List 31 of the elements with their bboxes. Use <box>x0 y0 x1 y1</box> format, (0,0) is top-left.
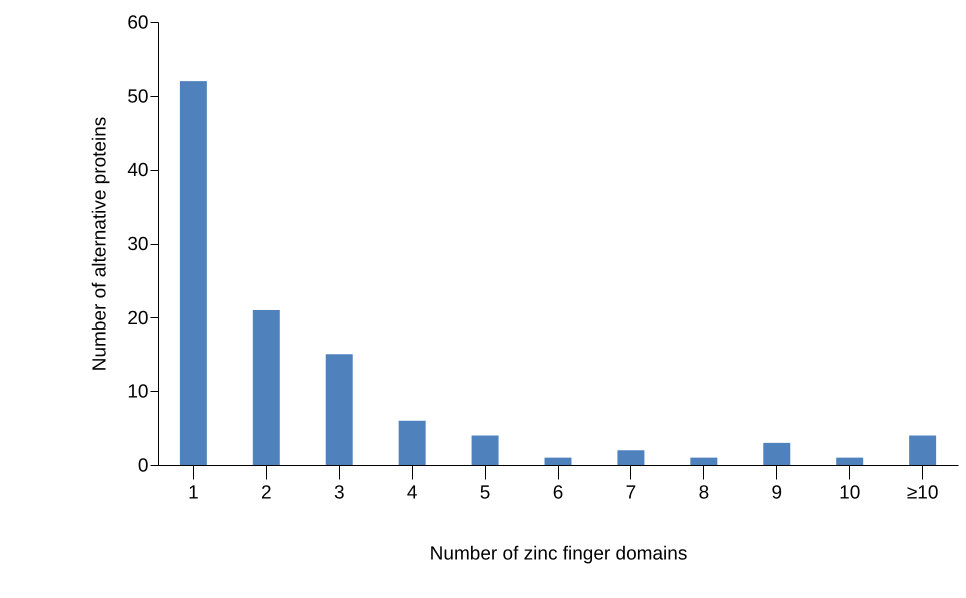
x-tick-label: 10 <box>839 482 860 504</box>
x-tick-label: 1 <box>188 482 199 504</box>
y-tick-label: 0 <box>138 456 148 476</box>
y-tick-label: 50 <box>127 86 148 108</box>
y-tick-label: 60 <box>127 12 148 34</box>
y-tick-label: 30 <box>127 234 148 255</box>
x-tick-label: 8 <box>698 482 710 504</box>
bar <box>326 354 353 465</box>
bar <box>398 420 426 465</box>
x-tick-label: 2 <box>261 482 272 504</box>
bar <box>690 458 718 465</box>
bar <box>180 81 207 465</box>
bar <box>836 458 864 465</box>
bar <box>544 458 572 465</box>
x-tick-label: 7 <box>626 482 636 504</box>
x-tick-label: 9 <box>771 482 782 504</box>
x-tick-label: 6 <box>552 482 564 504</box>
x-tick-label: 4 <box>406 482 418 504</box>
x-tick-label: 3 <box>334 482 345 504</box>
y-axis-title: Number of alternative proteins <box>89 116 110 372</box>
x-tick-label: ≥10 <box>906 482 938 504</box>
x-axis-title: Number of zinc finger domains <box>430 544 688 564</box>
bar <box>909 435 936 465</box>
bar <box>252 310 280 465</box>
bar <box>763 442 790 465</box>
y-tick-label: 20 <box>127 308 148 329</box>
bar <box>472 435 499 465</box>
x-tick-label: 5 <box>480 482 490 504</box>
y-tick-label: 40 <box>127 160 148 182</box>
bar <box>617 450 644 465</box>
y-tick-label: 10 <box>127 382 148 403</box>
